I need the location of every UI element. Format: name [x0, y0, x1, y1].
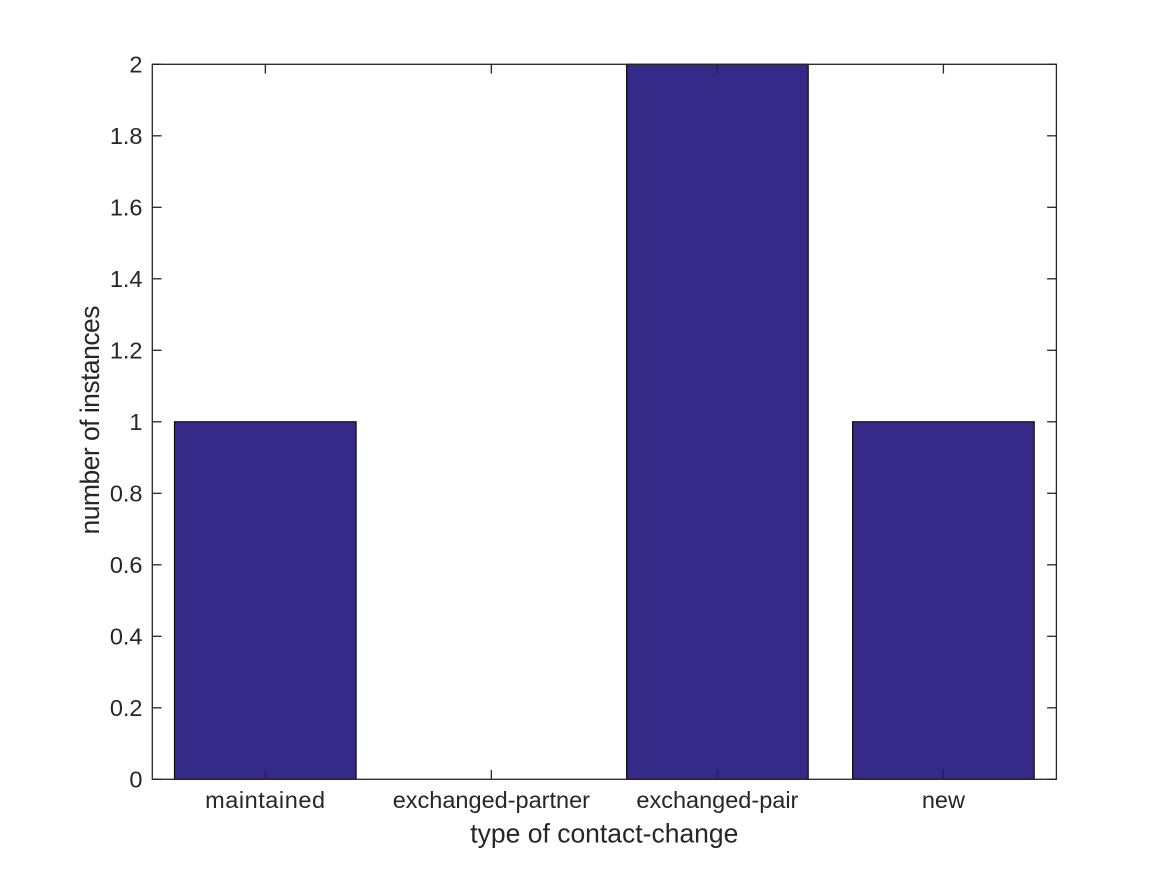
svg-text:maintained: maintained [205, 787, 325, 813]
svg-text:number of instances: number of instances [75, 306, 105, 535]
svg-text:0: 0 [129, 767, 142, 793]
svg-text:type of contact-change: type of contact-change [470, 819, 738, 849]
svg-text:new: new [922, 787, 966, 813]
svg-text:1: 1 [129, 409, 142, 435]
svg-text:0.2: 0.2 [110, 695, 143, 721]
svg-text:1.8: 1.8 [110, 123, 143, 149]
svg-text:0.4: 0.4 [110, 624, 143, 650]
svg-text:0.8: 0.8 [110, 481, 143, 507]
svg-text:exchanged-partner: exchanged-partner [393, 787, 590, 813]
svg-text:2: 2 [129, 52, 142, 78]
svg-text:exchanged-pair: exchanged-pair [636, 787, 798, 813]
svg-text:1.4: 1.4 [110, 266, 143, 292]
svg-text:1.2: 1.2 [110, 338, 143, 364]
svg-text:1.6: 1.6 [110, 195, 143, 221]
svg-text:0.6: 0.6 [110, 552, 143, 578]
